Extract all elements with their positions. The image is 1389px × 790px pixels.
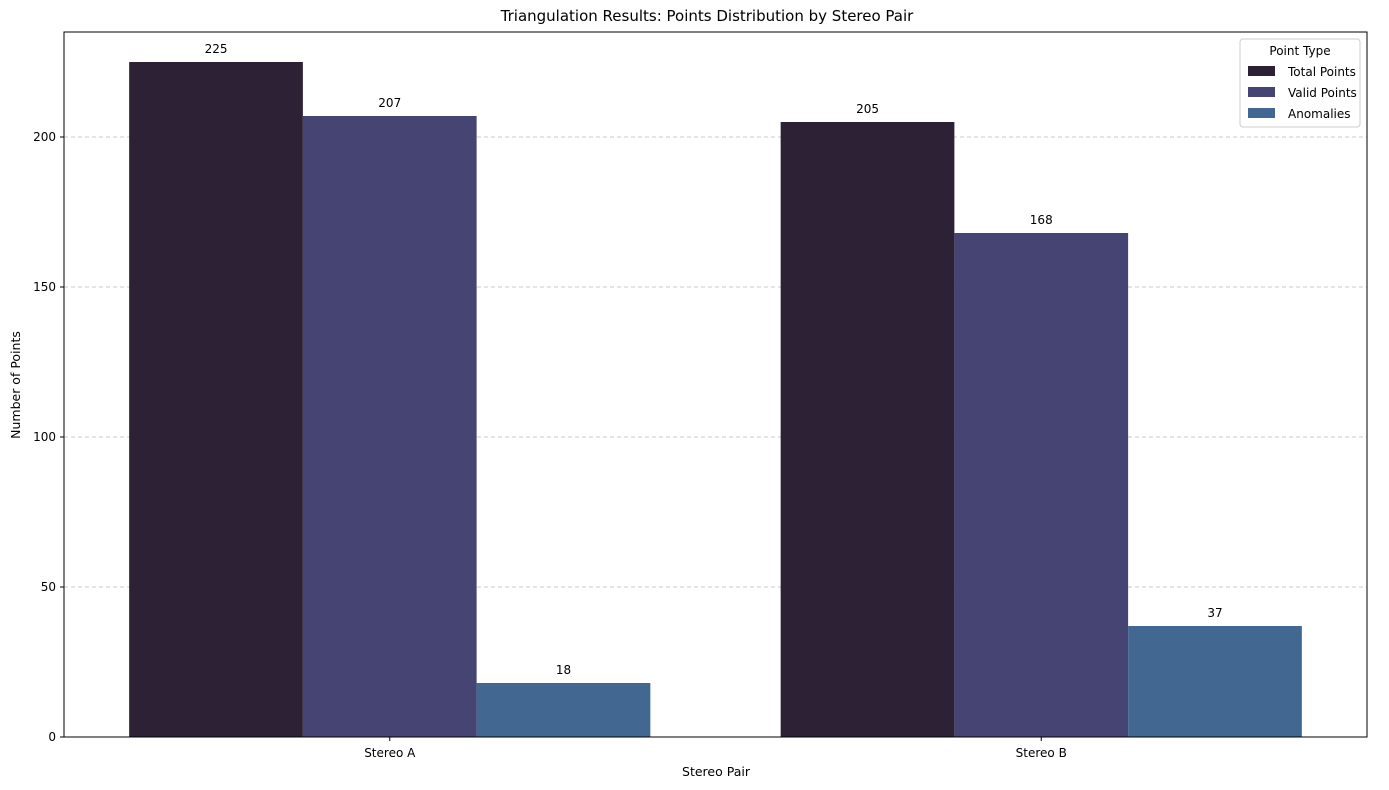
bar-total-points xyxy=(780,122,955,737)
y-tick-label: 200 xyxy=(33,130,56,144)
legend-entry-label: Total Points xyxy=(1287,65,1356,79)
y-axis: 0 50 100 150 200 xyxy=(33,130,64,744)
bar-value-label: 18 xyxy=(556,663,571,677)
y-tick-label: 50 xyxy=(41,580,56,594)
legend-title: Point Type xyxy=(1269,44,1330,58)
bar-anomalies xyxy=(1128,626,1302,737)
legend-box xyxy=(1239,38,1361,128)
x-axis: Stereo A Stereo B xyxy=(364,737,1067,760)
bar-value-label: 225 xyxy=(205,42,228,56)
y-axis-label: Number of Points xyxy=(8,331,23,439)
bar-value-label: 168 xyxy=(1030,213,1053,227)
data-labels: 225 207 18 205 168 37 xyxy=(205,42,1223,677)
chart-title: Triangulation Results: Points Distributi… xyxy=(500,7,915,25)
bar-anomalies xyxy=(476,683,651,737)
bar-value-label: 37 xyxy=(1207,606,1222,620)
legend-entry-label: Anomalies xyxy=(1288,107,1351,121)
legend-swatch xyxy=(1248,108,1275,118)
y-tick-label: 150 xyxy=(33,280,56,294)
legend-swatch xyxy=(1248,66,1275,76)
legend-swatch xyxy=(1248,87,1275,97)
bar-valid-points xyxy=(954,233,1129,737)
bar-value-label: 207 xyxy=(378,96,401,110)
bar-value-label: 205 xyxy=(856,102,879,116)
legend-entry-label: Valid Points xyxy=(1288,86,1357,100)
x-axis-label: Stereo Pair xyxy=(682,764,751,779)
bar-total-points xyxy=(129,62,303,737)
x-tick-label: Stereo B xyxy=(1016,746,1067,760)
legend: Point Type Total Points Valid Points Anoma… xyxy=(1239,38,1361,128)
y-tick-label: 0 xyxy=(48,730,56,744)
x-tick-label: Stereo A xyxy=(364,746,416,760)
y-tick-label: 100 xyxy=(33,430,56,444)
bars xyxy=(129,62,1302,737)
plot-frame xyxy=(63,31,1368,738)
bar-valid-points xyxy=(302,116,477,737)
